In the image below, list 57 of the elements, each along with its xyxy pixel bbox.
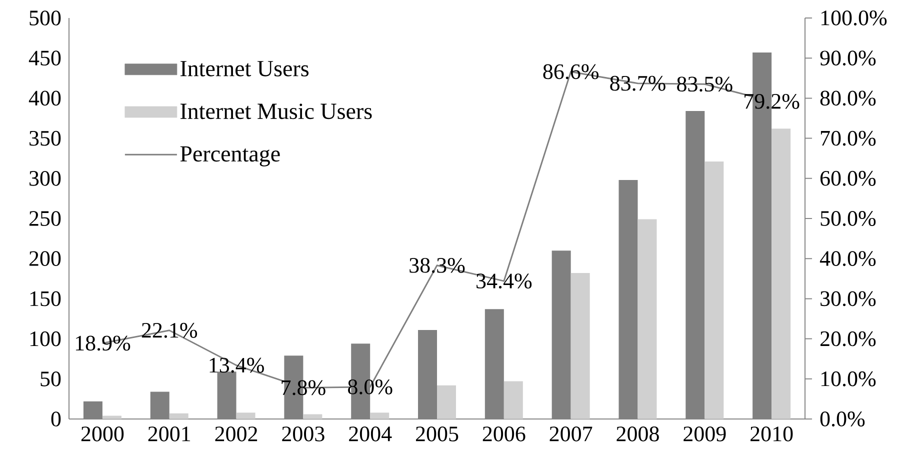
y-tick-label: 300 — [30, 170, 61, 186]
y2-tick-label: 30.0% — [820, 291, 876, 306]
x-tick-label: 2008 — [616, 426, 659, 442]
y2-tick-label: 90.0% — [820, 50, 876, 66]
data-label: 34.4% — [476, 274, 532, 289]
y-tick-label: 200 — [29, 251, 61, 266]
bar — [772, 128, 791, 419]
y2-tick-label: 20.0% — [820, 331, 876, 346]
y2-tick-label: 100.0% — [821, 10, 887, 26]
legend-label: Percentage — [180, 146, 280, 166]
bar — [638, 219, 657, 419]
bar — [437, 385, 456, 419]
x-tick-label: 2003 — [282, 426, 324, 442]
y-tick-label: 500 — [30, 10, 61, 26]
legend-label: Internet Music Users — [180, 104, 372, 120]
bar — [704, 162, 724, 419]
x-tick-label: 2005 — [416, 426, 458, 442]
x-tick-label: 2010 — [750, 426, 793, 442]
data-label: 13.4% — [210, 358, 264, 373]
y-tick-label: 150 — [30, 291, 61, 306]
data-label: 22.1% — [142, 322, 198, 338]
x-tick-label: 2004 — [349, 426, 392, 442]
y2-tick-label: 80.0% — [820, 90, 876, 106]
y-tick-label: 50 — [40, 371, 61, 386]
y2-tick-label: 10.0% — [821, 371, 876, 386]
y-tick-label: 350 — [30, 130, 61, 146]
legend-label: Internet Users — [180, 61, 309, 76]
bar — [169, 413, 188, 419]
x-tick-label: 2000 — [81, 426, 124, 442]
y-tick-label: 450 — [28, 50, 61, 66]
x-tick-label: 2001 — [148, 426, 190, 442]
y-tick-label: 0 — [51, 412, 61, 426]
bar — [370, 412, 390, 419]
bar — [102, 416, 122, 419]
y-tick-label: 250 — [29, 211, 61, 226]
data-label: 79.2% — [744, 94, 800, 109]
x-tick-label: 2002 — [215, 426, 258, 442]
y2-tick-label: 50.0% — [820, 211, 876, 226]
bar — [504, 381, 523, 419]
data-label: 83.5% — [677, 76, 732, 92]
bar — [236, 412, 256, 419]
data-label: 8.0% — [348, 379, 392, 394]
data-label: 38.3% — [410, 258, 465, 273]
y2-tick-label: 0.0% — [820, 412, 865, 426]
bar — [303, 414, 322, 419]
x-tick-label: 2007 — [550, 426, 592, 442]
data-label: 18.9% — [76, 336, 130, 351]
data-label: 83.7% — [610, 76, 666, 91]
y2-tick-label: 40.0% — [820, 251, 876, 266]
y-tick-label: 400 — [28, 90, 61, 106]
bar — [570, 273, 590, 419]
y-tick-label: 100 — [30, 331, 61, 346]
data-label: 86.6% — [543, 64, 598, 80]
x-tick-label: 2009 — [684, 426, 726, 442]
y2-tick-label: 70.0% — [820, 130, 876, 146]
x-tick-label: 2006 — [482, 426, 526, 442]
y2-tick-label: 60.0% — [820, 170, 876, 186]
